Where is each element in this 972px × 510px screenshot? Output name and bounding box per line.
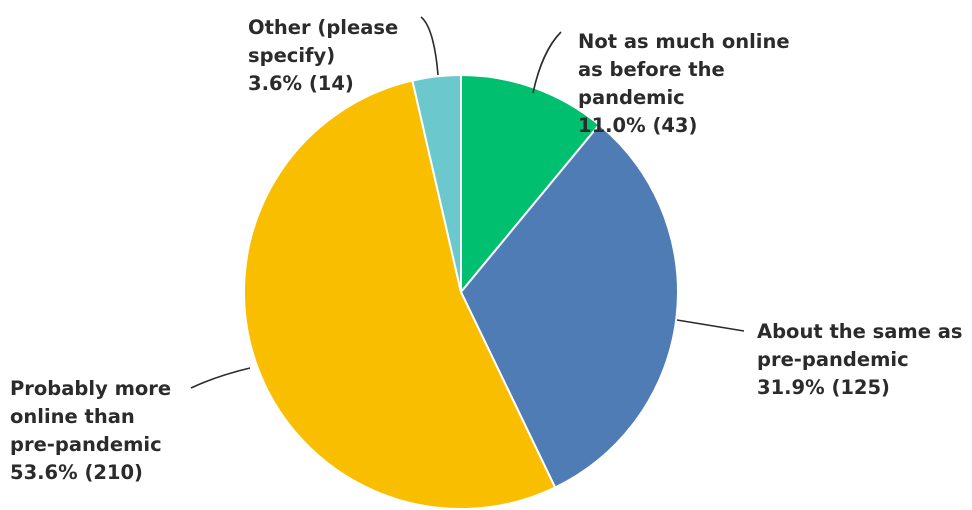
slice-category-label: Probably more <box>10 377 171 400</box>
slice-category-label: pre-pandemic <box>757 348 909 371</box>
pie-slices <box>242 74 679 510</box>
slice-label: Not as much online as before the pandemic 1… <box>578 30 790 137</box>
slice-category-label: pandemic <box>578 86 685 109</box>
slice-category-label: specify) <box>248 44 335 67</box>
slice-value-label: 53.6% (210) <box>10 461 143 484</box>
pie-slice <box>411 74 462 293</box>
slice-label: Other (please specify) 3.6% (14) <box>248 16 398 95</box>
slice-labels: Not as much online as before the pandemic 1… <box>10 16 963 484</box>
slice-value-label: 31.9% (125) <box>757 376 890 399</box>
slice-category-label: as before the <box>578 58 725 81</box>
slice-category-label: Not as much online <box>578 30 790 53</box>
leader-line <box>420 16 439 76</box>
slice-label: About the same as pre-pandemic 31.9% (125) <box>757 320 963 399</box>
slice-category-label: About the same as <box>757 320 963 343</box>
slice-label: Probably more online than pre-pandemic 53.6… <box>10 377 171 484</box>
pie-slice <box>460 123 679 489</box>
leader-lines <box>190 16 745 389</box>
slice-category-label: online than <box>10 405 135 428</box>
slice-value-label: 11.0% (43) <box>578 114 697 137</box>
leader-line <box>532 31 562 94</box>
leader-line <box>190 367 251 389</box>
slice-value-label: 3.6% (14) <box>248 72 354 95</box>
slice-category-label: pre-pandemic <box>10 433 162 456</box>
slice-category-label: Other (please <box>248 16 398 39</box>
leader-line <box>676 319 745 332</box>
pie-slice <box>242 79 557 510</box>
